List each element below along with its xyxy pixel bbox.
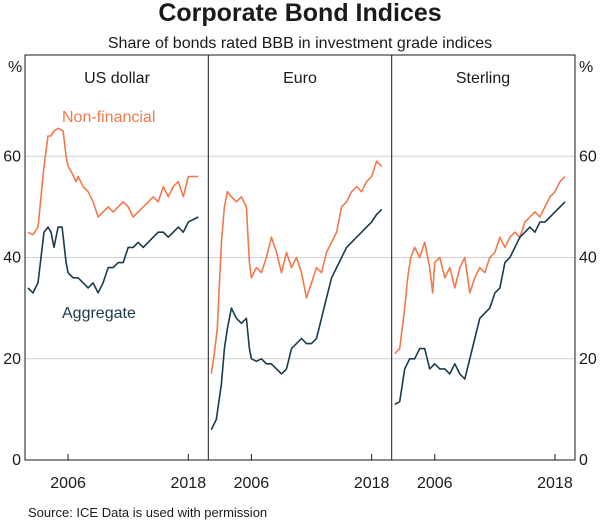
- y-axis-unit-right: %: [579, 59, 593, 76]
- series-line-aggregate-sterling: [394, 201, 566, 406]
- x-tick-label: 2006: [417, 475, 453, 492]
- panel-title-us-dollar: US dollar: [84, 70, 150, 87]
- y-tick-label-left: 20: [3, 351, 21, 368]
- series-line-non-financial-euro: [210, 160, 383, 375]
- gridlines: [25, 155, 575, 360]
- y-tick-label-left: 60: [3, 148, 21, 165]
- x-tick-label: 2018: [171, 475, 207, 492]
- series-layer: [27, 127, 566, 430]
- series-label-aggregate: Aggregate: [62, 305, 136, 322]
- x-tick-label: 2018: [354, 475, 390, 492]
- y-axis-unit-left: %: [8, 59, 22, 76]
- series-label-non-financial: Non-financial: [62, 109, 155, 126]
- y-tick-label-right: 60: [579, 148, 597, 165]
- series-line-aggregate-euro: [210, 208, 383, 430]
- series-line-aggregate-us-dollar: [27, 216, 199, 294]
- x-tick-label: 2006: [234, 475, 270, 492]
- series-line-non-financial-us-dollar: [27, 127, 199, 236]
- x-tick-label: 2018: [537, 475, 573, 492]
- series-line-non-financial-sterling: [394, 175, 566, 355]
- y-tick-label-right: 20: [579, 351, 597, 368]
- axes: 0 0 20 20 40 40 60 60 2006 2018 2006 2018 2006 2018: [3, 148, 597, 492]
- y-tick-label-right: 40: [579, 250, 597, 267]
- y-tick-label-left: 0: [12, 452, 21, 469]
- source-note: Source: ICE Data is used with permission: [28, 505, 267, 520]
- chart-title: Corporate Bond Indices: [158, 0, 441, 27]
- panel-title-sterling: Sterling: [456, 70, 510, 87]
- panel-title-euro: Euro: [283, 70, 317, 87]
- chart-subtitle: Share of bonds rated BBB in investment g…: [108, 35, 492, 52]
- y-tick-label-left: 40: [3, 250, 21, 267]
- plot-frame: [24, 54, 576, 461]
- y-tick-label-right: 0: [579, 452, 588, 469]
- x-tick-label: 2006: [50, 475, 86, 492]
